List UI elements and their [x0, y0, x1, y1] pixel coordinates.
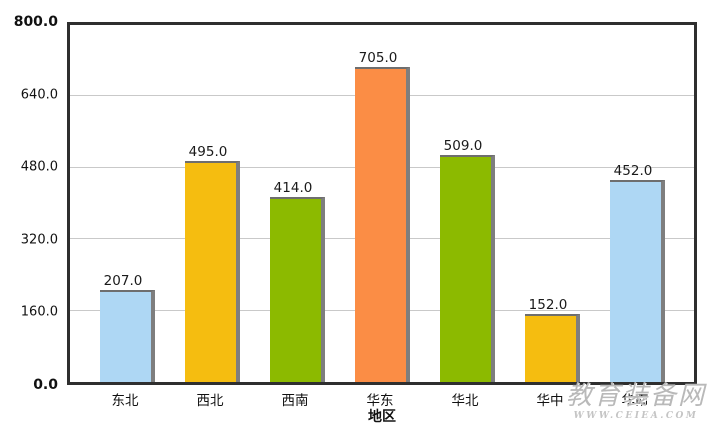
x-tick-label: 华北 [451, 393, 479, 409]
bar: 207.0 [99, 273, 155, 382]
plot-area: 207.0 495.0 414.0 705.0 509.0 152.0 452.0 [67, 22, 697, 385]
bar: 452.0 [609, 163, 665, 382]
x-axis-title: 地区 [368, 409, 396, 425]
bar: 495.0 [184, 144, 240, 382]
x-tick-label: 华中 [536, 393, 564, 409]
bar-value-label: 495.0 [188, 144, 228, 161]
x-tick-label: 东北 [111, 393, 139, 409]
bar: 509.0 [439, 138, 495, 382]
y-tick-label: 480.0 [20, 159, 58, 175]
bar-value-label: 452.0 [613, 163, 653, 180]
y-tick-label: 160.0 [20, 304, 58, 320]
x-tick-label: 华东 [366, 393, 394, 409]
y-tick-label: 800.0 [13, 14, 58, 30]
y-axis-labels: 0.0 160.0 320.0 480.0 640.0 800.0 [0, 14, 62, 393]
bar-value-label: 509.0 [443, 137, 483, 154]
y-tick-label: 0.0 [33, 377, 58, 393]
bar-value-label: 414.0 [273, 180, 313, 197]
bar: 705.0 [354, 50, 410, 382]
x-axis-labels: 东北 西北 西南 华东 华北 华中 华南 [67, 389, 697, 409]
bar: 152.0 [524, 297, 580, 382]
y-tick-label: 320.0 [20, 232, 58, 248]
x-tick-label: 华南 [621, 393, 649, 409]
x-tick-label: 西北 [196, 393, 224, 409]
y-tick-label: 640.0 [20, 87, 58, 103]
bar-value-label: 207.0 [103, 272, 143, 289]
bar: 414.0 [269, 180, 325, 382]
bar-value-label: 152.0 [528, 297, 568, 314]
bar-value-label: 705.0 [358, 50, 398, 67]
x-tick-label: 西南 [281, 393, 309, 409]
